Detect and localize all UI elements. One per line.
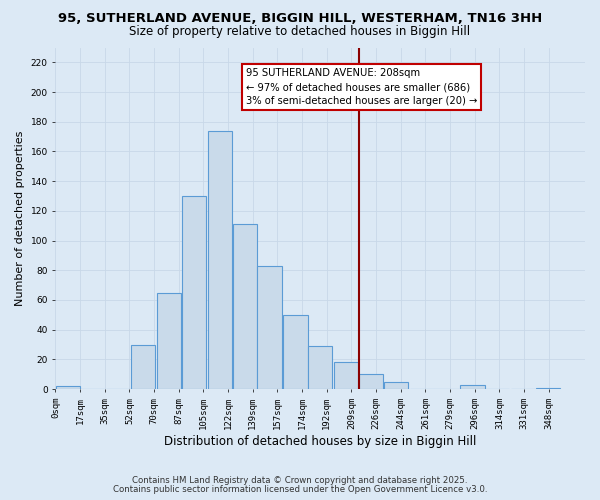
Bar	[56, 386, 80, 389]
Bar	[157, 292, 181, 389]
Bar	[131, 344, 155, 389]
Text: Contains HM Land Registry data © Crown copyright and database right 2025.: Contains HM Land Registry data © Crown c…	[132, 476, 468, 485]
Text: Size of property relative to detached houses in Biggin Hill: Size of property relative to detached ho…	[130, 25, 470, 38]
Bar	[208, 130, 232, 389]
Bar	[233, 224, 257, 389]
Bar	[334, 362, 358, 389]
Bar	[383, 382, 408, 389]
Bar	[308, 346, 332, 389]
Bar	[257, 266, 281, 389]
Bar	[460, 384, 485, 389]
Y-axis label: Number of detached properties: Number of detached properties	[15, 130, 25, 306]
Text: Contains public sector information licensed under the Open Government Licence v3: Contains public sector information licen…	[113, 485, 487, 494]
X-axis label: Distribution of detached houses by size in Biggin Hill: Distribution of detached houses by size …	[164, 434, 476, 448]
Text: 95 SUTHERLAND AVENUE: 208sqm
← 97% of detached houses are smaller (686)
3% of se: 95 SUTHERLAND AVENUE: 208sqm ← 97% of de…	[245, 68, 477, 106]
Bar	[359, 374, 383, 389]
Bar	[283, 315, 308, 389]
Text: 95, SUTHERLAND AVENUE, BIGGIN HILL, WESTERHAM, TN16 3HH: 95, SUTHERLAND AVENUE, BIGGIN HILL, WEST…	[58, 12, 542, 26]
Bar	[536, 388, 560, 389]
Bar	[182, 196, 206, 389]
